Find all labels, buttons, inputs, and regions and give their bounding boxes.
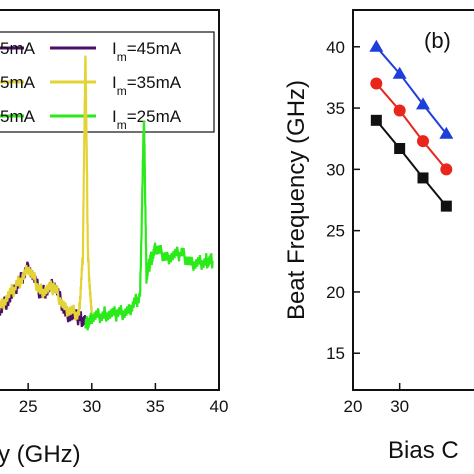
data-point bbox=[370, 77, 383, 90]
legend-label: 5mA bbox=[0, 39, 36, 58]
y-tick-label: 40 bbox=[326, 38, 345, 57]
data-point bbox=[394, 143, 406, 155]
data-point bbox=[417, 172, 429, 184]
panel-a-legend: 5mA Im=45mA 5mA Im=35mA 5mA Im=25mA bbox=[0, 31, 215, 133]
panel-b-frame bbox=[352, 9, 474, 391]
y-tick-label: 15 bbox=[326, 344, 345, 363]
data-point bbox=[439, 126, 454, 139]
y-tick-label: 35 bbox=[326, 99, 345, 118]
panel-a-series bbox=[0, 55, 214, 331]
legend-label: 5mA bbox=[0, 107, 36, 126]
legend-label: 5mA bbox=[0, 73, 36, 92]
x-tick-label: 40 bbox=[210, 397, 229, 416]
x-tick-label: 20 bbox=[344, 397, 363, 416]
data-point bbox=[417, 135, 429, 148]
series-line bbox=[0, 55, 93, 321]
data-point bbox=[369, 39, 384, 52]
panel-b-y-axis-title: Beat Frequency (GHz) bbox=[283, 80, 310, 320]
legend-label: Im=25mA bbox=[112, 107, 182, 132]
data-point bbox=[440, 200, 452, 212]
series-line bbox=[375, 82, 448, 171]
data-point bbox=[416, 97, 430, 110]
panel-b-y-ticks: 15 20 25 30 35 40 bbox=[326, 38, 360, 363]
panel-b-x-ticks: 20 30 bbox=[344, 383, 409, 416]
x-tick-label: 30 bbox=[82, 397, 101, 416]
panel-b-label: (b) bbox=[424, 28, 451, 53]
x-tick-label: 30 bbox=[390, 397, 409, 416]
panel-a-x-axis-title: y (GHz) bbox=[0, 441, 81, 468]
y-tick-label: 30 bbox=[326, 160, 345, 179]
y-tick-label: 20 bbox=[326, 283, 345, 302]
legend-label: Im=35mA bbox=[112, 73, 182, 98]
panel-b-x-axis-title: Bias C bbox=[388, 437, 459, 464]
legend-box bbox=[0, 31, 215, 133]
data-point bbox=[440, 163, 453, 176]
y-tick-label: 25 bbox=[326, 222, 345, 241]
series-line bbox=[375, 46, 448, 135]
series-line bbox=[84, 120, 214, 331]
x-tick-label: 35 bbox=[146, 397, 165, 416]
data-point bbox=[392, 66, 407, 79]
data-point bbox=[393, 104, 406, 117]
legend-label: Im=45mA bbox=[112, 39, 182, 64]
panel-a-frame bbox=[0, 9, 220, 391]
series-line bbox=[375, 119, 448, 207]
x-tick-label: 25 bbox=[19, 397, 38, 416]
panel-b-series bbox=[369, 39, 454, 212]
data-point bbox=[370, 114, 382, 126]
panel-a-x-ticks: 25 30 35 40 bbox=[19, 383, 229, 416]
